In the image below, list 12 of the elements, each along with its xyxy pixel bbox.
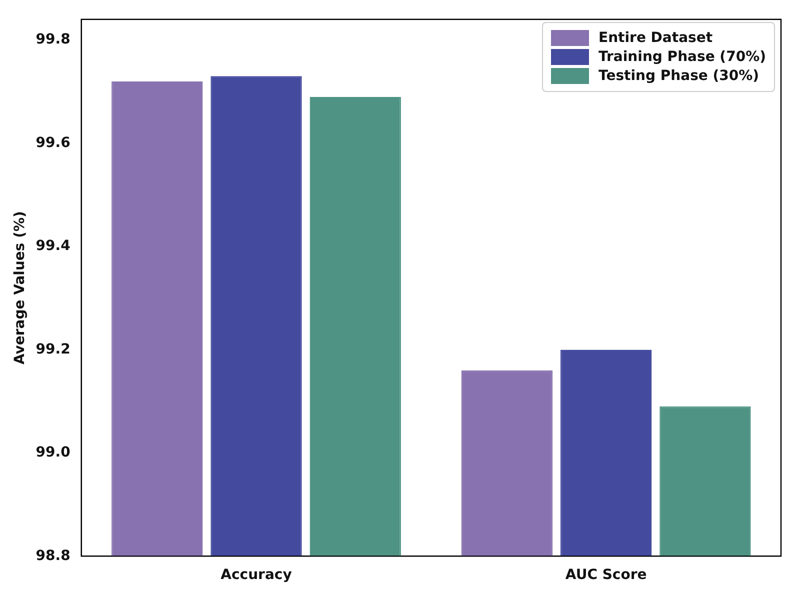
y-tick-label: 99.4 — [36, 238, 71, 254]
y-axis-title: Average Values (%) — [12, 211, 28, 365]
x-tick-label: Accuracy — [220, 567, 292, 584]
y-tick-label: 98.8 — [36, 548, 70, 564]
y-tick-label: 99.0 — [36, 444, 71, 461]
y-tick-label: 99.2 — [36, 341, 70, 358]
x-tick-label: AUC Score — [565, 567, 647, 584]
y-tick-label: 99.6 — [36, 134, 70, 151]
legend-label: Training Phase (70%) — [598, 49, 766, 65]
legend-label: Entire Dataset — [598, 30, 713, 46]
legend-label: Testing Phase (30%) — [598, 68, 760, 84]
y-tick-label: 99.8 — [36, 32, 70, 48]
